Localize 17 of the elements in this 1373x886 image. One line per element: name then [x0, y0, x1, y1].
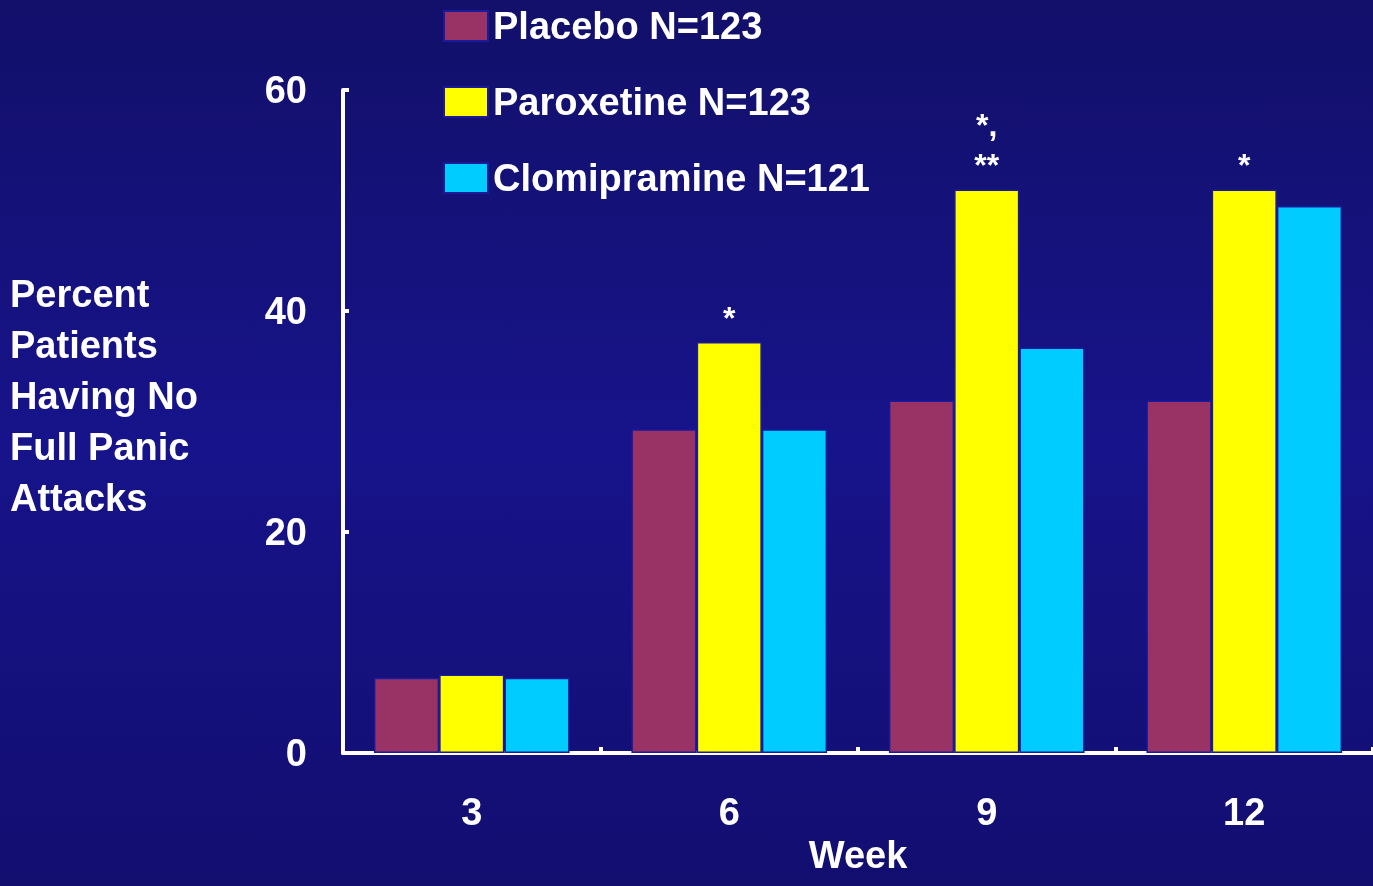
x-tick-label: 9 — [976, 791, 998, 833]
y-tick-label: 40 — [264, 290, 307, 332]
y-tick-label: 60 — [264, 69, 307, 111]
legend-label: Placebo N=123 — [493, 5, 763, 47]
legend-label: Paroxetine N=123 — [493, 81, 811, 123]
x-tick-label: 3 — [461, 791, 483, 833]
x-tick-label: 6 — [718, 791, 740, 833]
legend-label: Clomipramine N=121 — [493, 157, 870, 199]
annotation: * — [1238, 147, 1252, 184]
y-tick-label: 0 — [285, 732, 307, 774]
y-tick-label: 20 — [264, 511, 307, 553]
x-tick-label: 12 — [1223, 791, 1266, 833]
annotation: * — [723, 299, 737, 336]
x-axis-title: Week — [808, 833, 909, 876]
annotation: *, — [976, 107, 998, 144]
y-axis-title: Percent Patients Having No Full Panic Attacks — [10, 272, 198, 519]
annotation: ** — [974, 147, 1000, 184]
